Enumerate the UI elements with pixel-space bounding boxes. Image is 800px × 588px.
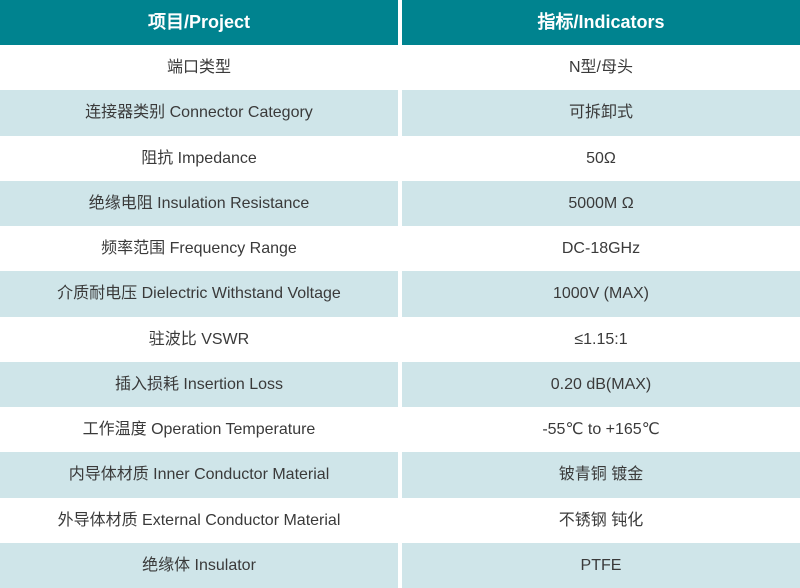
column-divider [398,316,402,362]
table-row: 介质耐电压 Dielectric Withstand Voltage 1000V… [0,271,800,317]
table-row: 绝缘体 Insulator PTFE [0,542,800,588]
project-cell: 驻波比 VSWR [148,330,250,348]
column-divider [398,0,402,45]
project-cell: 工作温度 Operation Temperature [82,421,316,439]
table-header-row: 项目/Project 指标/Indicators [0,0,800,45]
column-divider [398,407,402,453]
project-cell: 阻抗 Impedance [141,149,257,167]
column-divider [398,542,402,588]
column-divider [398,497,402,543]
project-cell: 绝缘体 Insulator [142,556,256,574]
table-row: 阻抗 Impedance 50Ω [0,135,800,181]
project-cell: 外导体材质 External Conductor Material [57,511,341,529]
indicator-cell: 可拆卸式 [568,104,633,122]
project-cell: 连接器类别 Connector Category [85,104,313,122]
table-row: 内导体材质 Inner Conductor Material 铍青铜 镀金 [0,452,800,498]
indicator-cell: ≤1.15:1 [574,330,628,348]
indicator-cell: 5000M Ω [568,194,634,212]
table-row: 外导体材质 External Conductor Material 不锈钢 钝化 [0,497,800,543]
column-divider [398,271,402,317]
indicator-cell: DC-18GHz [561,240,641,258]
indicator-cell: 0.20 dB(MAX) [550,375,652,393]
table-row: 连接器类别 Connector Category 可拆卸式 [0,90,800,136]
table-row: 工作温度 Operation Temperature -55℃ to +165℃ [0,407,800,453]
indicator-cell: -55℃ to +165℃ [542,421,660,439]
column-divider [398,361,402,407]
indicator-cell: PTFE [580,556,622,574]
indicator-cell: 不锈钢 钝化 [558,511,644,529]
project-cell: 介质耐电压 Dielectric Withstand Voltage [57,285,341,303]
table-row: 插入损耗 Insertion Loss 0.20 dB(MAX) [0,361,800,407]
indicator-cell: 1000V (MAX) [552,285,650,303]
indicator-cell: 铍青铜 镀金 [558,466,644,484]
project-cell: 端口类型 [166,59,231,77]
project-cell: 绝缘电阻 Insulation Resistance [88,194,310,212]
project-cell: 频率范围 Frequency Range [101,240,297,258]
table-row: 绝缘电阻 Insulation Resistance 5000M Ω [0,180,800,226]
header-project: 项目/Project [147,11,251,32]
column-divider [398,135,402,181]
project-cell: 内导体材质 Inner Conductor Material [68,466,330,484]
project-cell: 插入损耗 Insertion Loss [114,375,284,393]
table-row: 驻波比 VSWR ≤1.15:1 [0,316,800,362]
column-divider [398,45,402,91]
column-divider [398,90,402,136]
indicator-cell: N型/母头 [568,59,633,77]
table-row: 频率范围 Frequency Range DC-18GHz [0,226,800,272]
column-divider [398,226,402,272]
header-indicators: 指标/Indicators [537,11,665,32]
table-row: 端口类型 N型/母头 [0,45,800,91]
indicator-cell: 50Ω [586,149,616,167]
column-divider [398,452,402,498]
column-divider [398,180,402,226]
